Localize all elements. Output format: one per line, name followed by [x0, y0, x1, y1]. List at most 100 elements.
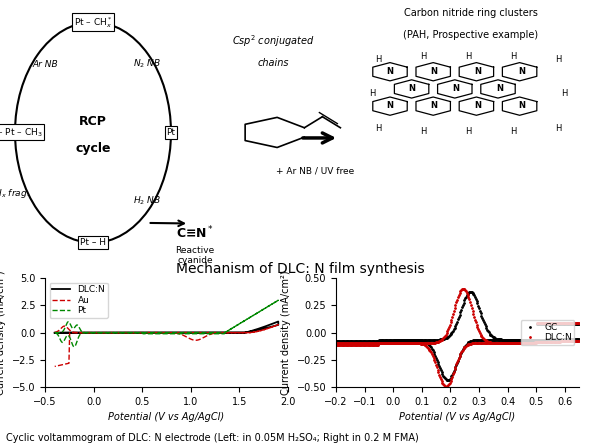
Text: H: H — [555, 55, 561, 64]
Y-axis label: Current density (mA/cm²): Current density (mA/cm²) — [281, 270, 291, 395]
Pt — [235, 322, 242, 328]
Line: Au: Au — [55, 324, 278, 366]
Text: C≡N$^*$: C≡N$^*$ — [176, 225, 214, 242]
Text: H: H — [420, 52, 426, 61]
Y-axis label: Current density (mA/cm²): Current density (mA/cm²) — [0, 270, 6, 395]
Text: CH$_x$ frag.: CH$_x$ frag. — [0, 186, 30, 200]
Pt — [161, 331, 168, 336]
DLC:N — [166, 330, 173, 336]
Text: H: H — [420, 126, 426, 136]
Text: (PAH, Prospective example): (PAH, Prospective example) — [403, 30, 539, 40]
Au — [161, 330, 168, 336]
DLC:N — [460, 286, 467, 291]
DLC:N — [254, 327, 261, 332]
Au — [130, 330, 137, 336]
DLC:N — [452, 364, 459, 370]
GC — [452, 364, 459, 370]
Text: N: N — [430, 101, 437, 110]
Line: GC: GC — [335, 291, 580, 381]
Pt — [71, 344, 78, 349]
GC — [458, 307, 465, 312]
Text: H – Pt – CH$_3$: H – Pt – CH$_3$ — [0, 126, 43, 139]
DLC:N — [493, 340, 500, 346]
Text: Pt – CH$_x^*$: Pt – CH$_x^*$ — [74, 15, 112, 29]
Text: N: N — [386, 101, 394, 110]
GC — [466, 289, 473, 295]
Line: Pt: Pt — [55, 300, 278, 347]
Text: Mechanism of DLC: N film synthesis: Mechanism of DLC: N film synthesis — [176, 262, 424, 276]
GC — [419, 337, 426, 342]
Au — [51, 330, 58, 335]
GC — [332, 338, 340, 344]
Pt — [166, 330, 173, 336]
Text: H: H — [510, 52, 516, 61]
Text: $C$sp$^2$ conjugated: $C$sp$^2$ conjugated — [232, 33, 314, 49]
Text: N: N — [474, 67, 481, 76]
Text: Pt – H: Pt – H — [80, 238, 106, 247]
DLC:N — [235, 330, 242, 336]
Text: H: H — [375, 124, 381, 133]
Au — [51, 364, 58, 369]
GC — [332, 341, 340, 346]
DLC:N — [458, 287, 465, 292]
Pt — [51, 330, 58, 335]
Text: Carbon nitride ring clusters: Carbon nitride ring clusters — [404, 8, 538, 18]
GC — [444, 377, 451, 383]
DLC:N — [332, 343, 340, 348]
DLC:N — [419, 340, 426, 346]
Text: H: H — [375, 55, 381, 64]
Pt — [199, 331, 206, 336]
GC — [493, 337, 500, 342]
Legend: DLC:N, Au, Pt: DLC:N, Au, Pt — [50, 283, 108, 318]
Text: Ar NB: Ar NB — [32, 60, 58, 69]
Pt — [130, 330, 137, 336]
DLC:N — [51, 330, 58, 336]
Text: cycle: cycle — [75, 142, 111, 155]
Au — [275, 322, 282, 327]
Text: H: H — [561, 89, 567, 98]
Text: N: N — [430, 67, 437, 76]
Line: DLC:N: DLC:N — [335, 287, 580, 388]
Text: N: N — [409, 85, 416, 93]
Line: DLC:N: DLC:N — [55, 321, 278, 333]
Text: H: H — [510, 126, 516, 136]
DLC:N — [442, 384, 449, 389]
Text: + Ar NB / UV free: + Ar NB / UV free — [276, 166, 354, 176]
DLC:N — [199, 330, 206, 336]
Au — [254, 329, 261, 334]
Text: H$_2$ NB: H$_2$ NB — [133, 194, 161, 207]
DLC:N — [532, 340, 539, 346]
Text: Cyclic voltammogram of DLC: N electrode (Left: in 0.05M H₂SO₄; Right in 0.2 M FM: Cyclic voltammogram of DLC: N electrode … — [6, 433, 419, 443]
Au — [166, 330, 173, 336]
Text: Pt: Pt — [167, 128, 176, 137]
Text: N: N — [386, 67, 394, 76]
Text: Reactive
cyanide: Reactive cyanide — [175, 246, 215, 265]
Text: H: H — [555, 124, 561, 133]
Text: N: N — [496, 85, 503, 93]
DLC:N — [553, 339, 560, 344]
Text: H: H — [369, 89, 375, 98]
DLC:N — [130, 330, 137, 336]
DLC:N — [51, 330, 58, 336]
Text: chains: chains — [257, 58, 289, 69]
Pt — [254, 310, 261, 316]
Pt — [275, 298, 282, 303]
Legend: GC, DLC:N: GC, DLC:N — [521, 320, 574, 345]
Pt — [51, 330, 58, 336]
Text: H: H — [465, 52, 471, 61]
Au — [199, 336, 206, 341]
GC — [553, 336, 560, 342]
Text: H: H — [465, 126, 471, 136]
GC — [532, 337, 539, 342]
DLC:N — [332, 340, 340, 346]
Text: N$_2$ NB: N$_2$ NB — [133, 58, 161, 70]
Text: N: N — [518, 67, 525, 76]
Au — [235, 330, 242, 336]
Text: N: N — [474, 101, 481, 110]
Text: RCP: RCP — [79, 115, 107, 128]
Text: N: N — [452, 85, 460, 93]
DLC:N — [161, 330, 168, 336]
X-axis label: Potential (V vs Ag/AgCl): Potential (V vs Ag/AgCl) — [109, 413, 224, 422]
DLC:N — [275, 319, 282, 324]
Text: N: N — [518, 101, 525, 110]
